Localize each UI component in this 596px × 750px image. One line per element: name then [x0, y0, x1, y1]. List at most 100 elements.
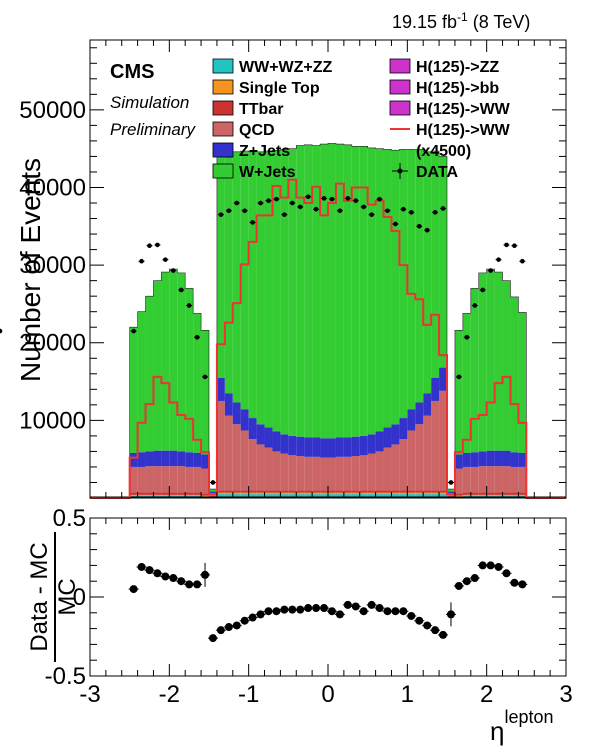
ratio-point	[256, 610, 265, 619]
bar	[518, 312, 527, 453]
data-point	[218, 212, 224, 217]
legend-marker	[397, 168, 403, 174]
bar	[248, 490, 257, 493]
ratio-y-tick-label: -0.5	[45, 663, 86, 690]
bar	[137, 494, 146, 496]
data-point	[258, 200, 263, 206]
data-point	[504, 242, 509, 248]
data-point	[305, 194, 311, 200]
bar	[185, 466, 194, 493]
bar	[415, 424, 424, 491]
ratio-point	[327, 607, 336, 616]
x-tick-label: 0	[321, 681, 334, 708]
ratio-point	[177, 577, 186, 586]
bar	[193, 494, 202, 496]
bar	[312, 456, 321, 491]
bar	[383, 494, 392, 498]
data-point	[226, 208, 232, 214]
bar	[145, 466, 154, 493]
ratio-point	[288, 605, 297, 614]
bar	[161, 450, 170, 467]
bar	[248, 439, 257, 491]
bar	[439, 490, 447, 493]
bar	[454, 493, 463, 496]
bar	[224, 490, 233, 493]
ratio-point	[351, 602, 360, 611]
bar	[486, 492, 495, 495]
bar	[351, 146, 360, 437]
bar	[272, 490, 281, 493]
bar	[454, 495, 463, 497]
ratio-point	[320, 604, 329, 613]
bar	[256, 151, 265, 425]
bar	[256, 424, 265, 445]
legend-label: TTbar	[239, 101, 283, 118]
x-tick-label: -1	[238, 681, 259, 708]
bar	[383, 427, 392, 448]
bar	[256, 494, 265, 498]
bar	[264, 447, 273, 491]
bar	[367, 434, 376, 454]
bar	[423, 151, 432, 394]
bar	[232, 492, 241, 495]
bar	[272, 494, 281, 498]
bar	[423, 494, 432, 498]
bar	[399, 490, 408, 493]
bar	[423, 490, 432, 493]
bar	[407, 494, 416, 498]
bar	[343, 144, 352, 438]
bar	[264, 151, 273, 428]
ratio-y-tick-label: 0.5	[53, 505, 86, 532]
ratio-point	[494, 562, 503, 571]
bar	[431, 492, 440, 495]
legend-label: DATA	[416, 164, 459, 181]
data-point	[242, 208, 247, 214]
bar	[232, 151, 241, 403]
ratio-points	[128, 561, 528, 643]
bar	[169, 494, 178, 496]
data-point	[432, 210, 438, 215]
bar	[280, 149, 289, 435]
bar	[280, 494, 289, 498]
legend-label: H(125)->WW	[416, 122, 511, 139]
bar	[431, 490, 440, 493]
bar	[272, 150, 281, 432]
bar	[240, 409, 249, 431]
legend-label: H(125)->WW	[416, 101, 511, 118]
bar	[296, 456, 305, 491]
bar	[335, 456, 344, 491]
data-point	[282, 212, 287, 217]
ratio-point	[399, 607, 408, 616]
data-point	[369, 212, 374, 217]
bar	[161, 466, 170, 493]
bar	[312, 490, 321, 493]
bar	[201, 454, 209, 469]
bar	[137, 466, 146, 493]
bar	[423, 393, 432, 416]
data-point	[313, 206, 319, 212]
bar	[209, 496, 217, 497]
ratio-point	[359, 607, 368, 616]
data-point	[424, 227, 430, 233]
data-point	[385, 208, 390, 214]
bar	[264, 427, 273, 448]
ratio-point	[375, 604, 384, 613]
bar	[145, 494, 154, 496]
bar	[431, 494, 440, 498]
ratio-plot-frame	[89, 517, 567, 677]
bar	[153, 450, 162, 467]
ratio-point	[415, 616, 424, 625]
ratio-point	[439, 630, 448, 639]
bar	[494, 450, 503, 467]
data-points	[0, 194, 526, 485]
bar	[193, 452, 202, 467]
bar	[320, 144, 328, 439]
bar	[439, 390, 447, 491]
data-point	[337, 208, 343, 214]
bar	[201, 495, 209, 497]
bar	[367, 453, 376, 491]
y-axis-label: Number of Events	[15, 158, 46, 382]
bar	[328, 492, 336, 495]
bar	[145, 296, 154, 452]
bar	[351, 436, 360, 457]
